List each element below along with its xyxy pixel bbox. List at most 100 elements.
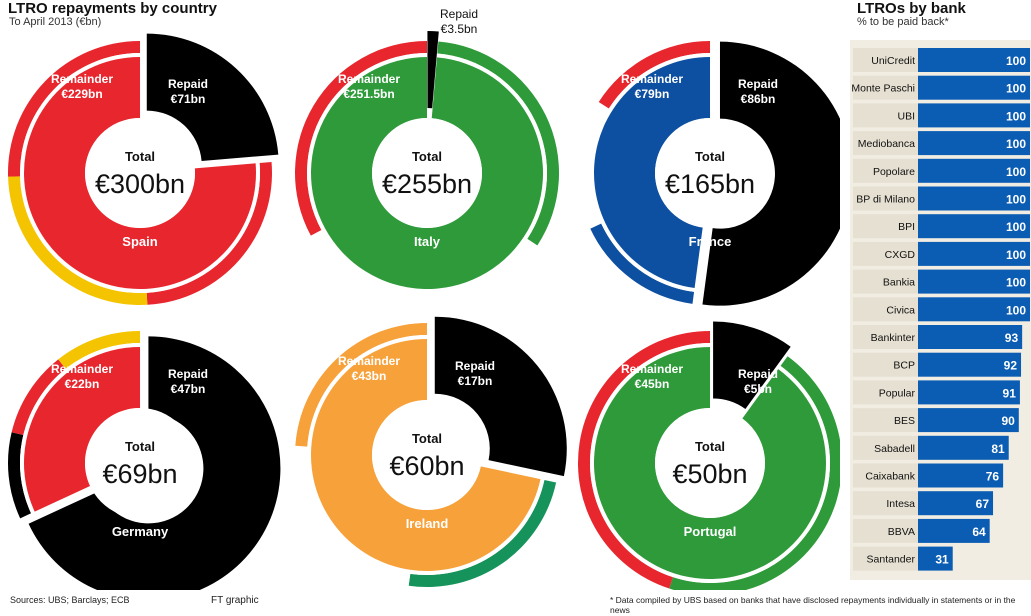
remainder-value: €229bn <box>61 87 102 101</box>
bank-label-box <box>853 269 918 294</box>
bank-name: BP di Milano <box>856 194 915 206</box>
repaid-value: €3.5bn <box>441 22 478 36</box>
flag-ring-segment <box>295 323 427 447</box>
total-value: €165bn <box>665 169 755 199</box>
bank-label-box <box>853 75 918 100</box>
repaid-label: Repaid <box>168 367 208 381</box>
donut-centre <box>372 400 482 510</box>
bank-label-box <box>853 435 918 460</box>
bank-row: UBI 100 <box>853 103 1030 128</box>
bank-label-box <box>853 546 918 571</box>
bank-bar <box>918 380 1020 405</box>
flag-ring-segment <box>146 161 272 305</box>
bank-value: 91 <box>1003 386 1017 400</box>
bank-name: Mediobanca <box>858 138 915 150</box>
bank-chart-title: LTROs by bank <box>857 0 966 17</box>
total-label: Total <box>695 439 725 454</box>
country-name: Portugal <box>684 524 737 539</box>
bank-value: 92 <box>1004 359 1018 373</box>
donut-centre <box>85 408 195 518</box>
flag-ring-segment <box>598 41 710 109</box>
country-name: Italy <box>414 234 441 249</box>
repaid-slice <box>434 316 567 477</box>
total-label: Total <box>125 149 155 164</box>
remainder-slice <box>594 347 826 579</box>
remainder-label: Remainder <box>621 362 683 376</box>
flag-ring-segment <box>590 223 695 304</box>
bank-label-box <box>853 48 918 72</box>
bank-value: 81 <box>991 442 1005 456</box>
bank-label-box <box>853 352 918 377</box>
footer-note: * Data compiled by UBS based on banks th… <box>610 595 1016 615</box>
remainder-label: Remainder <box>338 354 400 368</box>
flag-ring-segment <box>58 331 140 369</box>
bank-row: BCP 92 <box>853 352 1022 377</box>
bank-label-box <box>853 325 918 349</box>
repaid-slice <box>146 33 279 162</box>
bank-label-box <box>853 297 918 322</box>
repaid-value: €71bn <box>171 92 206 106</box>
repaid-label: Repaid <box>168 77 208 91</box>
bank-row: CXGD 100 <box>853 241 1030 266</box>
flag-ring-segment <box>408 479 557 587</box>
flag-ring-segment <box>578 101 609 229</box>
bank-name: Monte Paschi <box>851 83 915 95</box>
flag-ring-segment <box>11 359 66 436</box>
remainder-value: €43bn <box>352 369 387 383</box>
bank-value: 100 <box>1006 276 1026 290</box>
bank-bar <box>918 214 1030 239</box>
ring-separator <box>19 343 140 514</box>
bank-bar <box>918 518 990 543</box>
total-value: €60bn <box>389 451 464 481</box>
bank-name: Popolare <box>873 166 915 178</box>
remainder-label: Remainder <box>51 362 113 376</box>
bank-label-box <box>853 241 918 266</box>
bank-label-box <box>853 103 918 128</box>
remainder-slice <box>311 339 541 571</box>
bank-row: BP di Milano 100 <box>853 186 1030 211</box>
total-value: €50bn <box>672 459 747 489</box>
bank-label-box <box>853 491 918 516</box>
bank-name: Caixabank <box>865 471 915 483</box>
donut-centre <box>655 118 765 228</box>
country-name: Spain <box>122 234 157 249</box>
bank-name: Bankia <box>883 277 915 289</box>
bank-name: CXGD <box>885 249 916 261</box>
bank-name: BES <box>894 415 915 427</box>
donut-italy: Total €255bn Italy Remainder€251.5bn Repaid€… <box>295 7 559 305</box>
flag-ring-segment <box>8 176 148 305</box>
bank-name: BCP <box>893 360 915 372</box>
remainder-slice <box>311 57 544 289</box>
bank-value: 100 <box>1006 137 1026 151</box>
bank-bar <box>918 352 1022 377</box>
donut-france: Total €165bn France Remainder€79bn Repaid€86… <box>578 41 840 306</box>
repaid-slice <box>713 321 791 409</box>
donut-ireland: Total €60bn Ireland Remainder€43bn Repaid€17… <box>294 316 567 587</box>
bank-name: Bankinter <box>871 332 916 344</box>
country-name: France <box>689 234 732 249</box>
bank-name: UBI <box>897 110 915 122</box>
repaid-value: €5bn <box>744 382 772 396</box>
bank-bar <box>918 297 1030 322</box>
donut-centre <box>372 118 482 228</box>
total-label: Total <box>412 149 442 164</box>
total-value: €69bn <box>102 459 177 489</box>
bank-name: Civica <box>886 304 915 316</box>
repaid-slice <box>702 41 840 306</box>
bank-row: BPI 100 <box>853 214 1030 239</box>
remainder-label: Remainder <box>338 72 400 86</box>
bank-name: Popular <box>879 387 916 399</box>
repaid-value: €17bn <box>458 374 493 388</box>
bank-bar <box>918 103 1030 128</box>
donut-germany: Total €69bn Germany Remainder€22bn Repaid€47… <box>7 331 281 590</box>
bank-name: UniCredit <box>871 55 915 67</box>
repaid-label: Repaid <box>738 367 778 381</box>
bank-bar <box>918 435 1009 460</box>
bank-row: UniCredit 100 <box>853 48 1030 72</box>
repaid-label: Repaid <box>455 359 495 373</box>
remainder-value: €45bn <box>635 377 670 391</box>
remainder-slice <box>23 347 140 512</box>
bank-name: BPI <box>898 221 915 233</box>
bank-name: Intesa <box>886 498 915 510</box>
